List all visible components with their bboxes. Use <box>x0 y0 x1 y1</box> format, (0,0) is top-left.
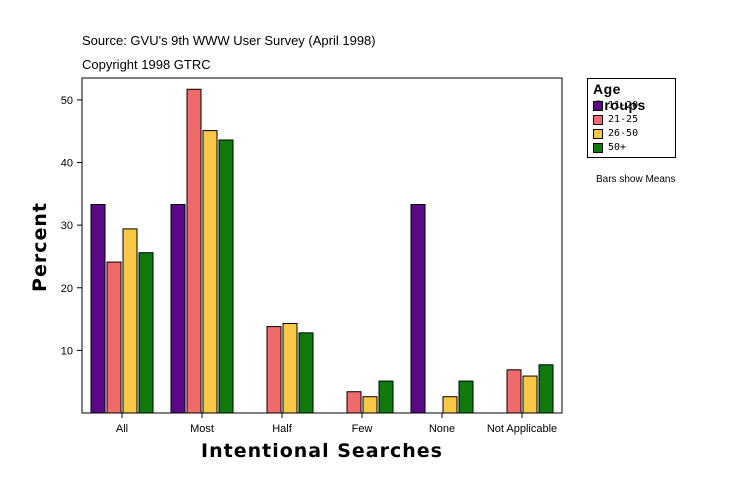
x-tick-label: Half <box>272 423 293 435</box>
plot-area <box>81 77 563 414</box>
x-tick-label: Few <box>352 423 373 435</box>
plot-frame <box>81 77 563 414</box>
bar <box>218 139 234 414</box>
x-tick-label: All <box>116 423 128 435</box>
bars-note: Bars show Means <box>596 174 676 185</box>
bar <box>538 364 554 414</box>
bars-group <box>90 88 554 414</box>
bar <box>458 380 474 414</box>
legend-swatch <box>593 115 603 125</box>
y-tick-label: 30 <box>61 220 73 232</box>
y-axis-title: Percent <box>29 202 51 292</box>
y-tick-label: 40 <box>61 158 73 170</box>
legend-label: 26-50 <box>608 128 639 139</box>
bar <box>90 203 106 414</box>
x-tick-label: None <box>429 423 455 435</box>
legend-swatch <box>593 101 603 111</box>
bar <box>346 391 362 414</box>
legend: Age Groups 11-20 21-25 26-50 50+ <box>587 78 676 158</box>
bar <box>378 380 394 414</box>
bar <box>186 88 202 414</box>
y-tick-label: 20 <box>61 283 73 295</box>
bar <box>282 322 298 414</box>
x-axis: All Most Half Few None Not Applicable <box>116 413 557 435</box>
x-tick-label: Not Applicable <box>487 423 557 435</box>
y-tick-label: 50 <box>61 95 73 107</box>
bar <box>106 261 122 414</box>
bar <box>410 203 426 414</box>
bar <box>170 203 186 414</box>
copyright-caption: Copyright 1998 GTRC <box>82 57 211 72</box>
bar <box>266 326 282 414</box>
bar <box>442 396 458 414</box>
bar <box>202 130 218 414</box>
legend-swatch <box>593 143 603 153</box>
bar <box>522 375 538 414</box>
legend-title: Age Groups <box>593 81 646 113</box>
x-axis-title: Intentional Searches <box>201 440 443 462</box>
bar <box>506 369 522 414</box>
bar <box>298 332 314 414</box>
y-tick-label: 10 <box>61 345 73 357</box>
legend-label: 11-20 <box>608 100 639 111</box>
y-axis: 10 20 30 40 50 <box>61 95 82 357</box>
legend-label: 50+ <box>608 142 627 153</box>
bar <box>362 396 378 414</box>
legend-label: 21-25 <box>608 114 639 125</box>
bar <box>138 252 154 414</box>
legend-swatch <box>593 129 603 139</box>
bar <box>122 228 138 414</box>
source-caption: Source: GVU's 9th WWW User Survey (April… <box>82 33 376 48</box>
x-tick-label: Most <box>190 423 214 435</box>
